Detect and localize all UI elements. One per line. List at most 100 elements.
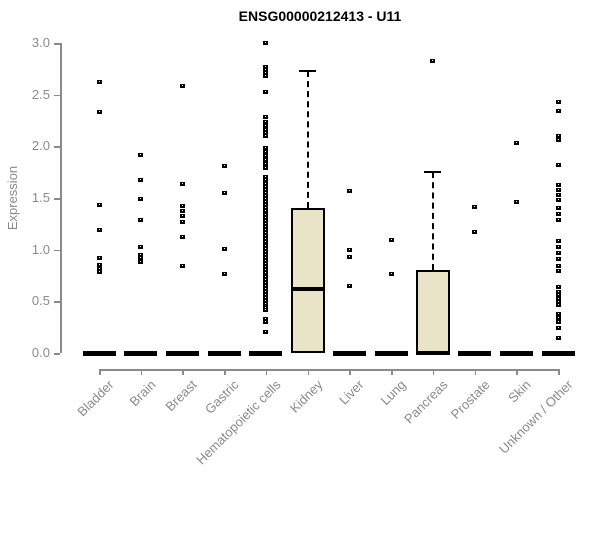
outlier-point [138, 152, 144, 157]
x-tick [99, 369, 101, 375]
outlier-point [263, 206, 269, 211]
outlier-point [263, 234, 269, 239]
outlier-point [472, 230, 478, 235]
outlier-point [263, 280, 269, 285]
x-tick [432, 369, 435, 375]
outlier-point [263, 305, 269, 310]
x-axis-line [99, 369, 559, 371]
y-tick-label: 1.0 [31, 241, 50, 257]
zero-bar [374, 350, 408, 356]
outlier-point [555, 206, 561, 211]
outlier-point [263, 175, 269, 180]
outlier-point [179, 264, 185, 269]
outlier-point [263, 290, 269, 295]
outlier-point [346, 254, 352, 259]
y-tick [54, 249, 60, 252]
outlier-point [513, 200, 519, 205]
outlier-point [138, 252, 144, 257]
outlier-point [263, 166, 269, 171]
outlier-point [555, 297, 561, 302]
outlier-point [555, 182, 561, 187]
outlier-point [179, 213, 185, 218]
outlier-point [138, 255, 144, 260]
outlier-point [96, 255, 102, 260]
outlier-point [263, 190, 269, 195]
y-axis-line [60, 43, 62, 353]
outlier-point [138, 260, 144, 265]
outlier-point [96, 267, 102, 272]
outlier-point [263, 197, 269, 202]
y-tick-label: 2.0 [31, 138, 50, 154]
outlier-point [263, 307, 269, 312]
outlier-point [555, 187, 561, 192]
outlier-point [263, 286, 269, 291]
outlier-point [263, 316, 269, 321]
outlier-point [555, 109, 561, 114]
outlier-point [472, 205, 478, 210]
outlier-point [263, 119, 269, 124]
outlier-point [263, 330, 269, 335]
zero-bar [499, 350, 533, 356]
outlier-point [263, 228, 269, 233]
zero-bar [82, 350, 116, 356]
outlier-point [555, 134, 561, 138]
zero-bar [458, 350, 492, 356]
outlier-point [555, 290, 561, 295]
y-tick-label: 0.0 [31, 345, 50, 360]
outlier-point [346, 188, 352, 193]
chart-title: ENSG00000212413 - U11 [238, 8, 402, 24]
outlier-point [555, 326, 561, 331]
outlier-point [263, 153, 269, 158]
outlier-point [263, 221, 269, 226]
outlier-point [221, 190, 227, 195]
outlier-point [263, 215, 269, 220]
y-tick [54, 198, 60, 200]
outlier-point [555, 303, 561, 308]
x-tick [182, 369, 184, 375]
outlier-point [555, 311, 561, 316]
outlier-point [263, 74, 269, 79]
outlier-point [96, 263, 102, 268]
outlier-point [263, 67, 269, 72]
outlier-point [263, 157, 269, 162]
outlier-point [263, 115, 269, 120]
x-tick [391, 369, 393, 375]
outlier-point [138, 197, 144, 202]
outlier-point [555, 269, 561, 274]
outlier-point [555, 99, 561, 104]
outlier-point [263, 146, 269, 151]
outlier-point [263, 249, 269, 254]
outlier-point [263, 218, 269, 223]
outlier-point [555, 315, 561, 320]
outlier-point [263, 127, 269, 132]
outlier-point [263, 161, 269, 166]
outlier-point [263, 178, 269, 183]
outlier-point [263, 187, 269, 192]
outlier-point [263, 181, 269, 186]
outlier-point [263, 283, 269, 288]
outlier-point [388, 238, 394, 243]
outlier-point [263, 41, 269, 45]
outlier-point [263, 209, 269, 214]
outlier-point [179, 204, 185, 209]
outlier-point [179, 84, 185, 89]
x-tick [224, 369, 226, 375]
outlier-point [388, 272, 394, 277]
outlier-point [263, 293, 269, 298]
outlier-point [346, 247, 352, 252]
outlier-point [179, 181, 185, 186]
outlier-point [555, 293, 561, 298]
x-tick [474, 369, 477, 375]
whisker-cap [299, 69, 317, 72]
outlier-point [263, 203, 269, 208]
outlier-point [179, 209, 185, 214]
outlier-point [138, 178, 144, 183]
outlier-point [221, 163, 227, 168]
outlier-point [555, 284, 561, 289]
outlier-point [555, 335, 561, 340]
outlier-point [263, 274, 269, 279]
outlier-point [555, 320, 561, 324]
outlier-point [555, 138, 561, 143]
zero-bar [541, 350, 575, 356]
outlier-point [263, 123, 269, 128]
